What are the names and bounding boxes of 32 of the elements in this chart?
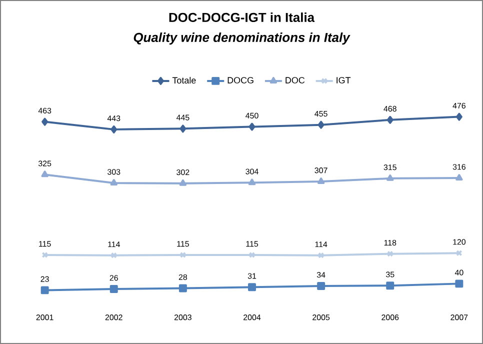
point: [386, 282, 394, 290]
point: [110, 125, 118, 134]
point: [110, 285, 118, 294]
point: [180, 252, 186, 258]
point: [456, 174, 463, 181]
chart-subtitle: Quality wine denominations in Italy: [134, 32, 350, 45]
legend-label: DOC: [286, 77, 305, 84]
point: [248, 252, 256, 258]
point: [317, 282, 326, 290]
point: [318, 252, 324, 258]
point: [248, 283, 256, 292]
legend-label: Totale: [172, 76, 196, 84]
legend-label: DOCG: [228, 77, 254, 84]
point: [318, 120, 324, 129]
point: [180, 124, 186, 133]
chart-title: DOC-DOCG-IGT in Italia: [169, 12, 315, 22]
point: [248, 178, 256, 186]
point: [179, 179, 187, 186]
point: [455, 280, 464, 288]
point: [178, 284, 187, 292]
point: [41, 170, 48, 178]
point: [386, 174, 394, 181]
point: [42, 118, 48, 126]
point: [456, 112, 462, 121]
legend-label: IGT: [336, 77, 351, 84]
point: [40, 286, 49, 294]
point: [110, 252, 117, 258]
point: [386, 116, 394, 124]
point: [317, 178, 325, 184]
point: [110, 179, 118, 186]
point: [387, 250, 394, 257]
point: [248, 122, 256, 131]
